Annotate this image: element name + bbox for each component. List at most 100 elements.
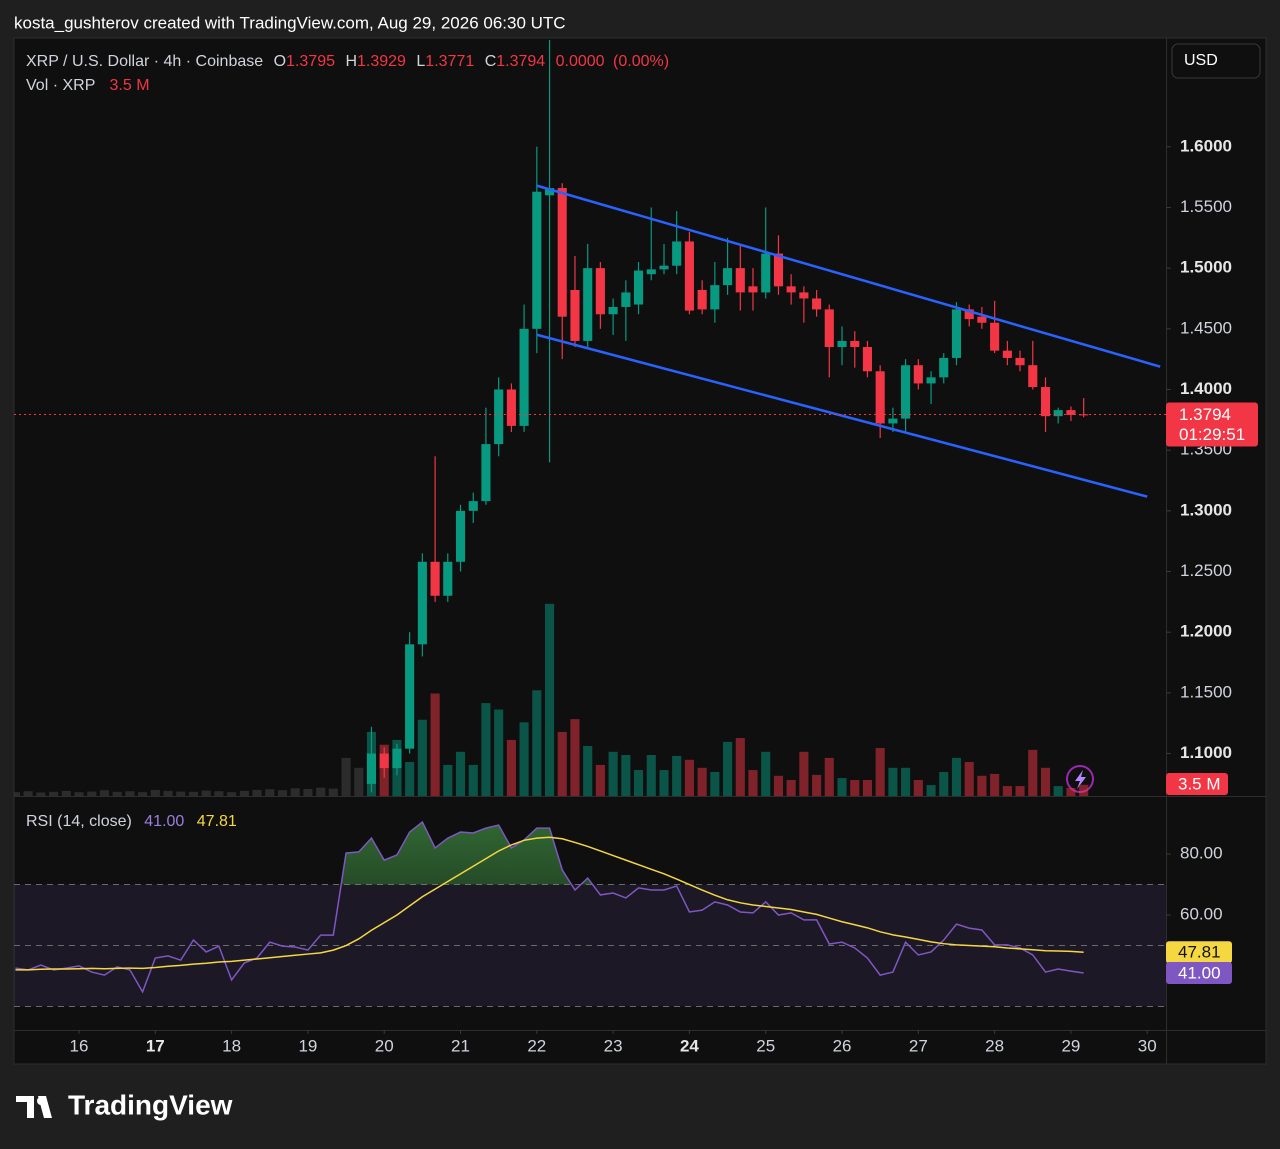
- volume-bar: [862, 779, 872, 796]
- candle-body: [417, 561, 427, 645]
- trendline: [536, 333, 1148, 498]
- candle-body: [633, 270, 644, 305]
- volume-bar: [252, 789, 262, 796]
- y-tick-label: 1.3000: [1180, 500, 1232, 519]
- volume-bar: [1002, 786, 1012, 796]
- volume-bar: [824, 757, 834, 796]
- volume-bar: [265, 789, 275, 796]
- ohlc-prefix: O: [274, 53, 286, 70]
- volume-bar: [176, 791, 186, 796]
- candle-body: [646, 269, 656, 275]
- candle-body: [557, 188, 567, 317]
- volume-bar: [926, 785, 936, 796]
- rsi-ma-axis-label: 47.81: [1178, 943, 1221, 962]
- candle-body: [1040, 387, 1051, 417]
- candle-body: [443, 561, 453, 596]
- candle-body: [964, 309, 974, 320]
- x-tick-label: 23: [604, 1036, 623, 1055]
- candle-body: [468, 501, 478, 511]
- volume-bar: [290, 788, 300, 796]
- volume-bar: [99, 790, 109, 796]
- currency-button[interactable]: [1171, 43, 1261, 79]
- x-tick-label: 26: [833, 1036, 852, 1055]
- x-tick-label: 16: [70, 1036, 89, 1055]
- volume-bar: [443, 764, 453, 796]
- volume-bar: [125, 791, 135, 796]
- symbol-title: XRP / U.S. Dollar · 4h · Coinbase: [26, 53, 263, 70]
- volume-bar: [710, 771, 720, 796]
- candle-body: [506, 389, 516, 426]
- high-value: 1.3929: [357, 53, 406, 70]
- volume-bar: [672, 755, 682, 796]
- candle-body: [862, 347, 872, 372]
- chart-frame: [13, 37, 1267, 1065]
- candle-body: [850, 340, 860, 348]
- volume-bar: [697, 767, 707, 796]
- volume-bar: [812, 774, 822, 796]
- rsi-value: 41.00: [144, 813, 184, 830]
- y-tick-label: 1.5000: [1180, 258, 1232, 277]
- candle-body: [812, 298, 822, 310]
- logo-text: TradingView: [68, 1089, 233, 1120]
- volume-bar: [1028, 749, 1038, 796]
- rsi-axis-label: 41.00: [1178, 963, 1221, 982]
- volume-value: 3.5 M: [110, 77, 150, 94]
- y-tick-label: 1.1000: [1180, 743, 1232, 762]
- volume-bar: [417, 719, 427, 796]
- candle-body: [1053, 410, 1063, 417]
- volume-bar: [74, 792, 84, 796]
- volume-bar: [761, 751, 771, 796]
- volume-bar: [888, 767, 898, 796]
- candle-body: [366, 753, 377, 784]
- candle-body: [455, 510, 466, 562]
- volume-bar: [799, 751, 809, 796]
- volume-bar: [150, 789, 160, 796]
- volume-bar: [939, 771, 949, 796]
- candle-body: [939, 357, 949, 378]
- y-tick-label: 1.1500: [1180, 682, 1232, 701]
- candle-body: [1079, 414, 1089, 416]
- rsi-tick-label: 80.00: [1180, 844, 1223, 863]
- candle-body: [697, 289, 707, 310]
- volume-bar: [1079, 784, 1089, 796]
- volume-bar: [557, 731, 567, 796]
- rsi-overbought-fill: [15, 822, 1084, 885]
- candle-body: [710, 285, 720, 310]
- volume-bar: [1040, 767, 1051, 796]
- volume-bar: [735, 738, 745, 796]
- legend-rsi: RSI (14, close) 41.00 47.81: [26, 813, 237, 830]
- volume-bar: [277, 790, 288, 796]
- volume-bar: [23, 791, 33, 796]
- candle-body: [990, 322, 1000, 351]
- x-tick-label: 27: [909, 1036, 928, 1055]
- rsi-ma-box: [1166, 941, 1232, 964]
- rsi-ma-line: [15, 836, 1084, 971]
- y-tick-label: 1.2500: [1180, 561, 1232, 580]
- x-tick-label: 24: [680, 1036, 699, 1055]
- candle-body: [379, 753, 389, 769]
- volume-bar: [748, 770, 758, 796]
- volume-bar: [837, 778, 847, 796]
- candle-body: [430, 561, 440, 596]
- volume-bar: [354, 767, 364, 796]
- x-tick-label: 28: [985, 1036, 1004, 1055]
- volume-bar: [786, 779, 796, 796]
- credit: kosta_gushterov created with TradingView…: [14, 13, 566, 32]
- volume-bar: [646, 754, 656, 796]
- candle-body: [1028, 365, 1038, 388]
- candle-body: [684, 241, 694, 311]
- candle-body: [672, 241, 682, 266]
- volume-bar: [595, 764, 605, 796]
- candle-body: [1015, 357, 1025, 366]
- volume-bar: [964, 762, 974, 796]
- volume-bar: [316, 787, 326, 796]
- volume-bar: [303, 788, 313, 796]
- currency-label: USD: [1184, 52, 1218, 69]
- volume-bar: [1053, 786, 1063, 796]
- candle-body: [595, 268, 605, 315]
- candle-body: [799, 292, 809, 299]
- volume-bar: [188, 791, 199, 796]
- candle-body: [913, 365, 923, 384]
